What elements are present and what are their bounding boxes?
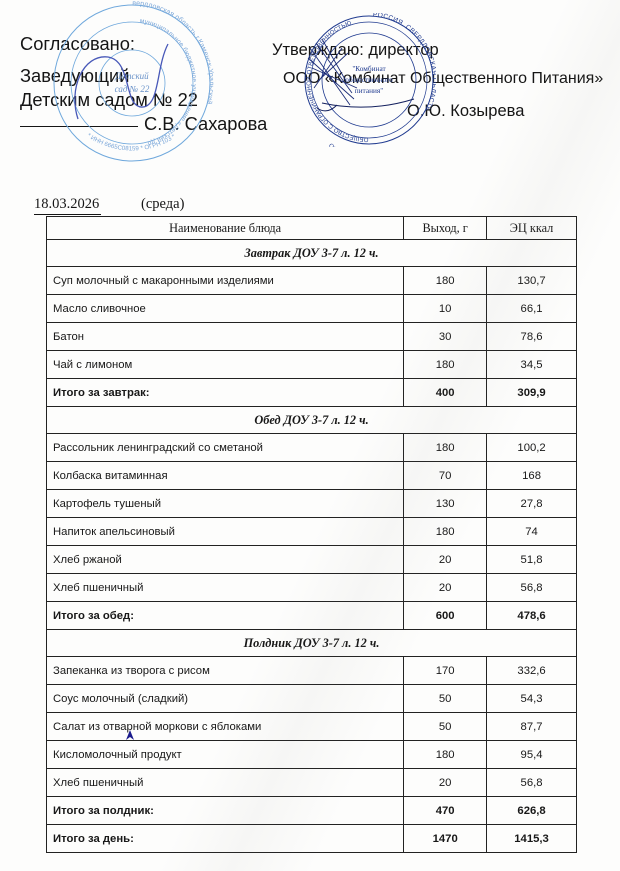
svg-text:сад № 22: сад № 22	[115, 84, 150, 94]
svg-text:РОССИЯ. СВЕРДЛОВСКАЯ ОБЛАСТЬ: РОССИЯ. СВЕРДЛОВСКАЯ ОБЛАСТЬ	[373, 13, 436, 112]
svg-text:"Комбинат: "Комбинат	[352, 64, 386, 73]
svg-text:муниципальное бюджетное учрежд: муниципальное бюджетное учреждение «Детс…	[139, 18, 197, 147]
svg-text:Детский: Детский	[114, 71, 149, 81]
svg-text:питания": питания"	[355, 86, 383, 95]
svg-text:общественного: общественного	[345, 75, 393, 84]
